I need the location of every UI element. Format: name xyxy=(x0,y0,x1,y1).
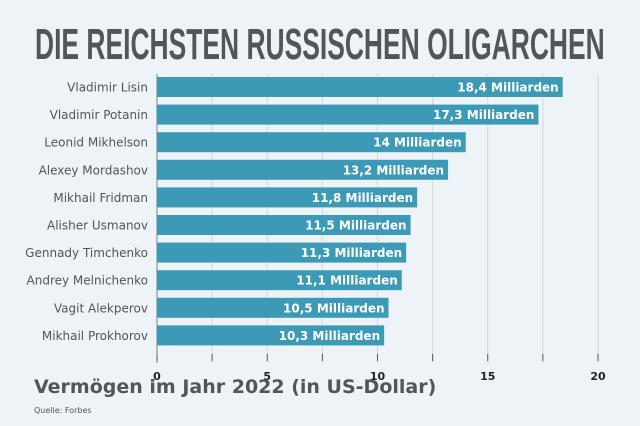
data-label: 11,5 Milliarden xyxy=(305,219,406,233)
bar xyxy=(157,215,411,235)
bar xyxy=(157,325,385,346)
data-label: 13,2 Milliarden xyxy=(343,163,444,177)
category-label: Mikhail Fridman xyxy=(53,191,148,205)
data-label: 11,8 Milliarden xyxy=(312,191,413,205)
category-label: Alexey Mordashov xyxy=(39,163,148,177)
bar xyxy=(157,270,402,291)
x-tick-label: 15 xyxy=(480,370,495,383)
chart-title: DIE REICHSTEN RUSSISCHEN OLIGARCHEN xyxy=(35,20,605,69)
category-label: Leonid Mikhelson xyxy=(44,136,148,150)
source-note: Quelle: Forbes xyxy=(34,406,92,415)
x-axis-label: Vermögen im Jahr 2022 (in US-Dollar) xyxy=(34,376,437,398)
category-label: Andrey Melnichenko xyxy=(27,274,148,288)
x-tick-label: 0 xyxy=(153,370,161,383)
bar xyxy=(157,242,407,263)
data-label: 11,1 Milliarden xyxy=(296,274,397,288)
data-label: 11,3 Milliarden xyxy=(301,246,402,260)
category-label: Vladimir Potanin xyxy=(50,108,148,122)
x-tick-label: 10 xyxy=(370,370,386,383)
bar xyxy=(157,297,389,318)
category-label: Alisher Usmanov xyxy=(47,219,148,233)
data-label: 14 Milliarden xyxy=(373,136,462,150)
category-label: Vagit Alekperov xyxy=(54,301,148,315)
data-label: 10,5 Milliarden xyxy=(283,301,384,315)
bar xyxy=(157,187,418,208)
data-label: 18,4 Milliarden xyxy=(457,81,558,95)
data-label: 17,3 Milliarden xyxy=(433,108,534,122)
bar xyxy=(157,104,539,125)
bar xyxy=(157,159,449,180)
category-label: Mikhail Prokhorov xyxy=(42,329,148,343)
bar xyxy=(157,132,466,153)
x-tick-label: 5 xyxy=(263,370,271,383)
x-tick-label: 20 xyxy=(590,370,606,383)
bar xyxy=(157,77,563,97)
data-label: 10,3 Milliarden xyxy=(279,329,380,343)
category-label: Vladimir Lisin xyxy=(67,81,148,95)
category-label: Gennady Timchenko xyxy=(25,246,148,260)
